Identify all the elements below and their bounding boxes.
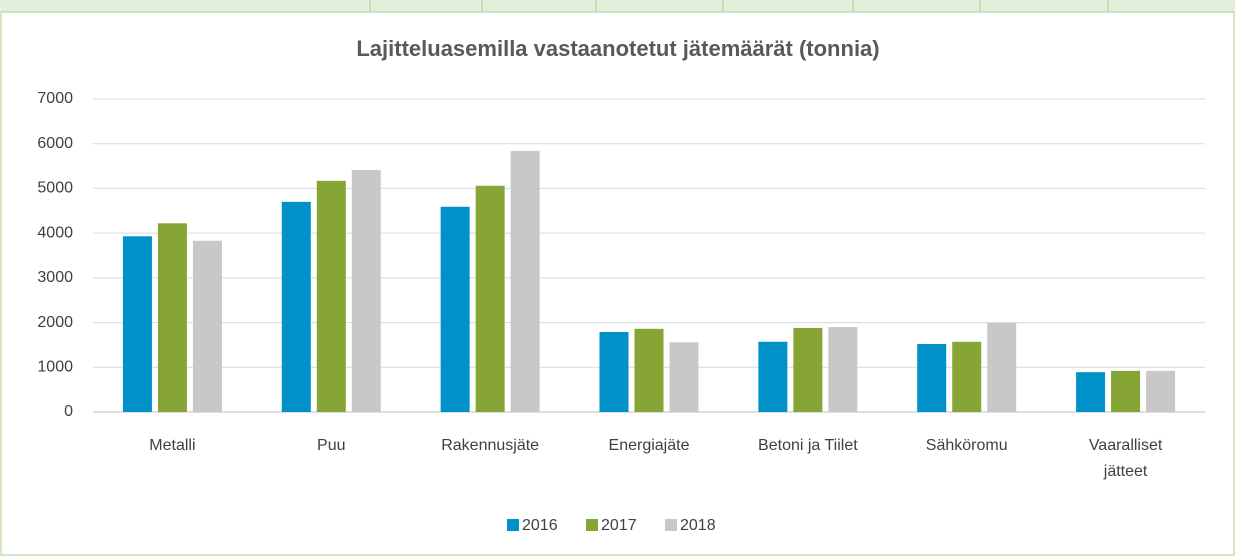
bar [828, 327, 858, 412]
bar [952, 341, 982, 412]
bar [475, 185, 505, 412]
bar [1111, 370, 1141, 412]
legend-label: 2018 [680, 517, 716, 534]
bar [917, 344, 947, 412]
y-tick-label: 6000 [37, 135, 73, 152]
y-tick-label: 4000 [37, 224, 73, 241]
bar [122, 236, 152, 412]
bar [440, 206, 470, 412]
y-tick-label: 7000 [37, 90, 73, 107]
bar [793, 327, 823, 412]
bar [192, 240, 222, 412]
bar [669, 342, 699, 412]
sheet-dividers [369, 0, 1109, 12]
chart-title: Lajitteluasemilla vastaanotetut jätemäär… [356, 36, 879, 61]
x-tick-label: Rakennusjäte [441, 437, 539, 454]
y-tick-label: 3000 [37, 269, 73, 286]
x-tick-label: Energiajäte [609, 437, 690, 454]
x-tick-label: Metalli [149, 437, 195, 454]
x-tick-label: Sähköromu [926, 437, 1008, 454]
legend-label: 2017 [601, 517, 637, 534]
y-tick-label: 5000 [37, 180, 73, 197]
x-tick-label: Puu [317, 437, 345, 454]
bar [758, 341, 788, 412]
x-tick-label: Betoni ja Tiilet [758, 437, 858, 454]
bar [599, 331, 629, 412]
bar [987, 323, 1017, 412]
bar [1076, 372, 1106, 412]
bar [510, 150, 540, 412]
sheet-strip [0, 0, 1235, 12]
bar [351, 170, 381, 412]
legend-swatch [507, 519, 519, 531]
y-tick-label: 1000 [37, 359, 73, 376]
legend-label: 2016 [522, 517, 558, 534]
legend-swatch [665, 519, 677, 531]
y-tick-label: 0 [64, 403, 73, 420]
y-tick-label: 2000 [37, 314, 73, 331]
bar [157, 223, 187, 412]
legend-swatch [586, 519, 598, 531]
x-tick-label: Vaaralliset jätteet [1089, 437, 1163, 480]
bar [634, 328, 664, 412]
bar [316, 180, 346, 412]
bar [281, 201, 311, 412]
bar [1146, 370, 1176, 412]
